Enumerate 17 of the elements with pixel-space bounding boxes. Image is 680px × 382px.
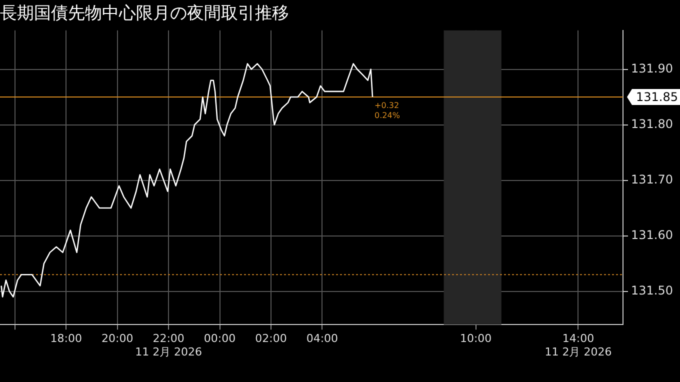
x-tick-label: 04:00 bbox=[306, 332, 338, 346]
x-tick-label: 14:00 11 2月 2026 bbox=[544, 332, 612, 358]
annotation: 0.24% bbox=[374, 111, 400, 120]
annotation: +0.32 bbox=[374, 101, 400, 110]
x-tick-label: 22:00 11 2月 2026 bbox=[135, 332, 202, 358]
ref-line-label: 131.85 bbox=[636, 90, 678, 104]
x-tick-label: 00:00 bbox=[204, 332, 236, 346]
y-tick-label: 131.70 bbox=[631, 172, 674, 186]
y-tick-label: 131.90 bbox=[631, 61, 674, 76]
x-tick-label: 18:00 bbox=[50, 332, 82, 346]
chart-title: 長期国債先物中心限月の夜間取引推移 bbox=[0, 4, 289, 24]
x-tick-label: 10:00 bbox=[460, 332, 492, 346]
y-tick-label: 131.50 bbox=[631, 283, 674, 298]
x-tick-label: 20:00 bbox=[101, 332, 134, 346]
y-tick-label: 131.80 bbox=[631, 116, 674, 131]
y-tick-label: 131.60 bbox=[631, 228, 674, 242]
x-tick-label: 02:00 bbox=[255, 332, 287, 346]
